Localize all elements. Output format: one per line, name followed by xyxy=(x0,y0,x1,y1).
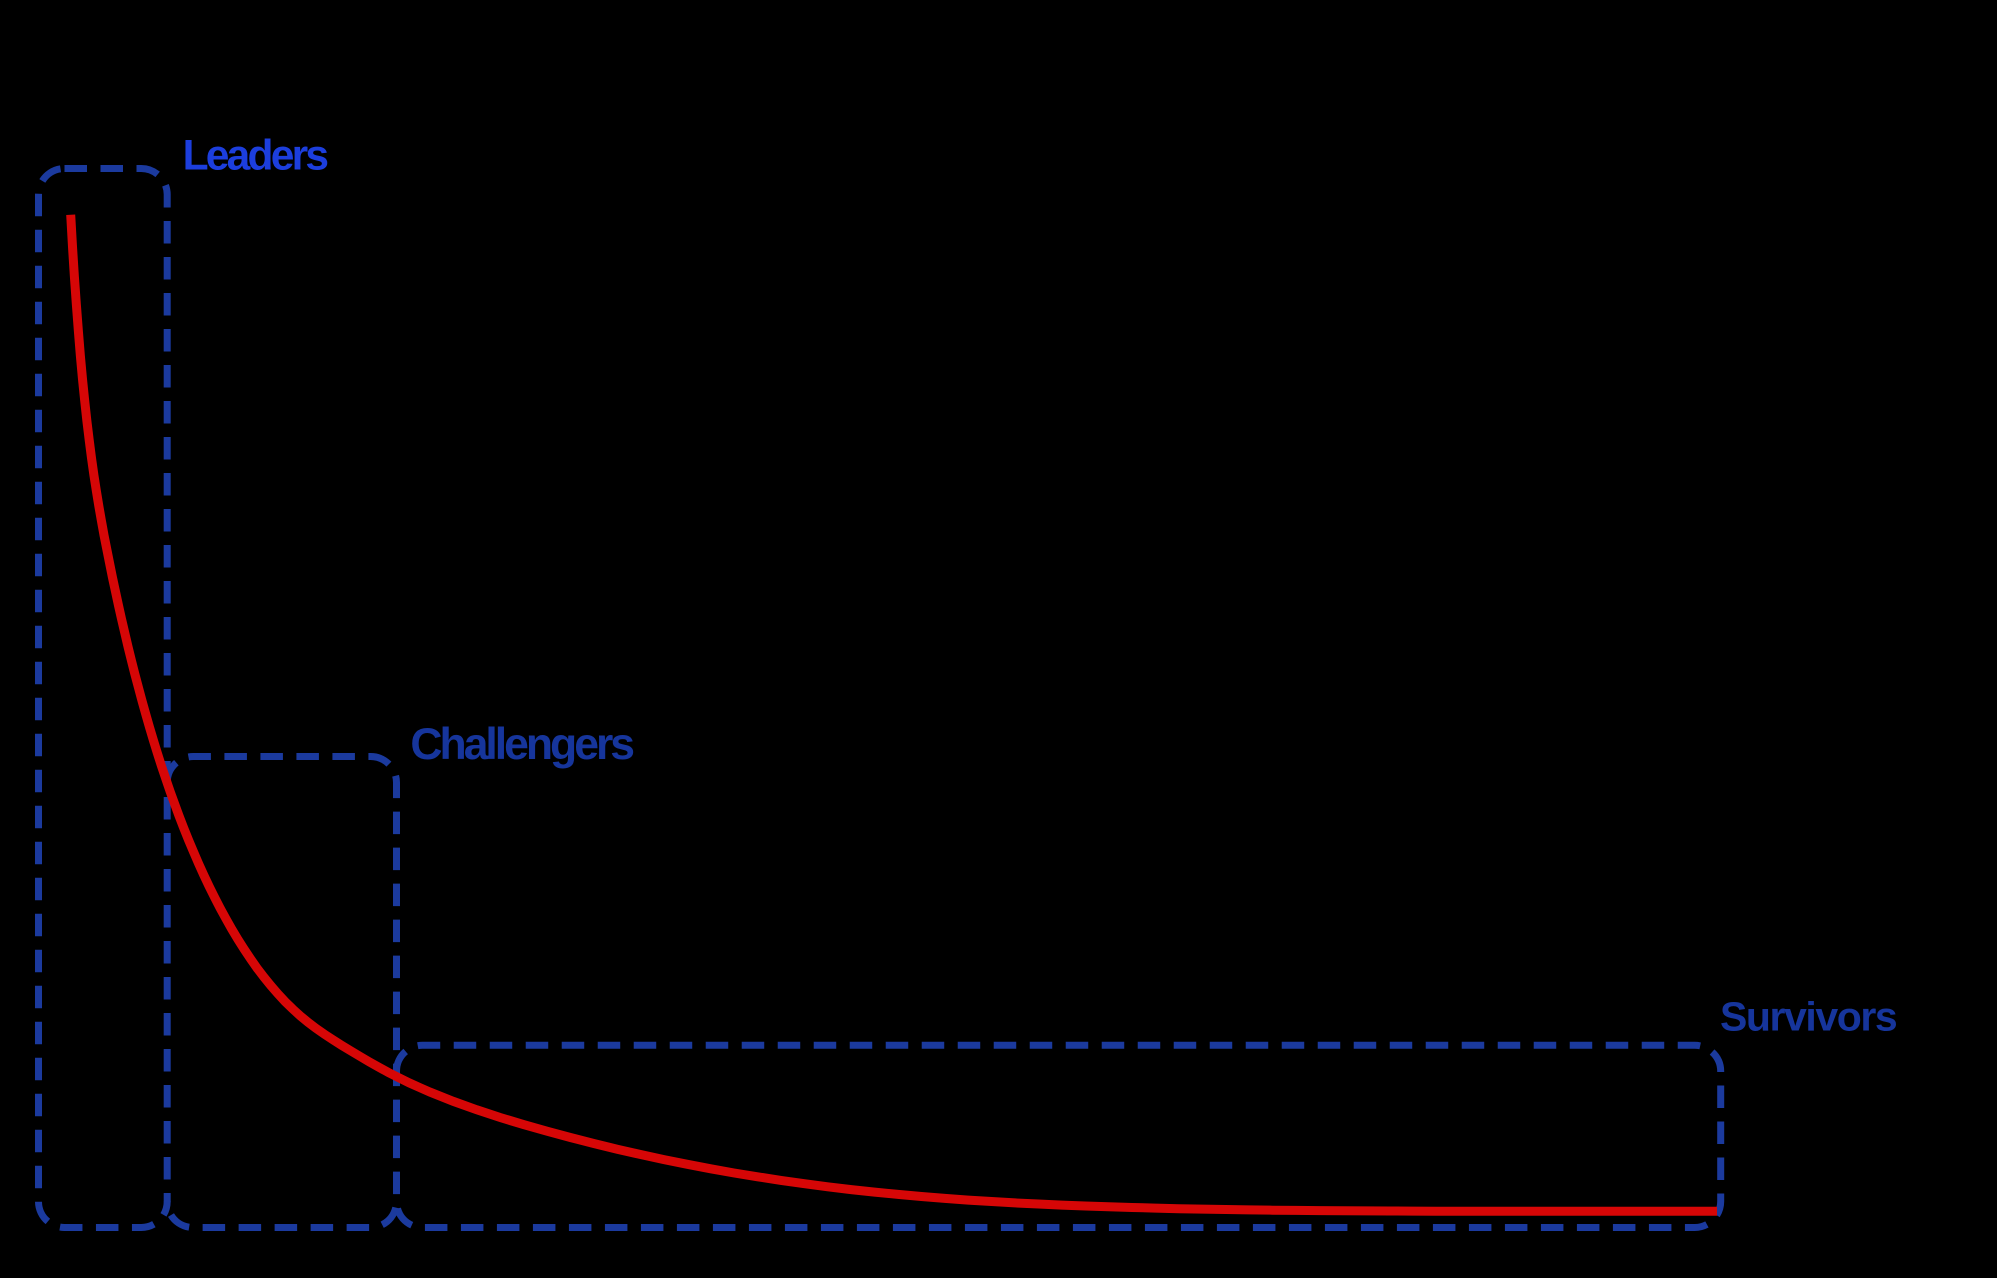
svg-text:Challengers: Challengers xyxy=(410,720,633,769)
svg-text:Survivors: Survivors xyxy=(1720,994,1897,1040)
svg-text:Leaders: Leaders xyxy=(183,132,328,179)
